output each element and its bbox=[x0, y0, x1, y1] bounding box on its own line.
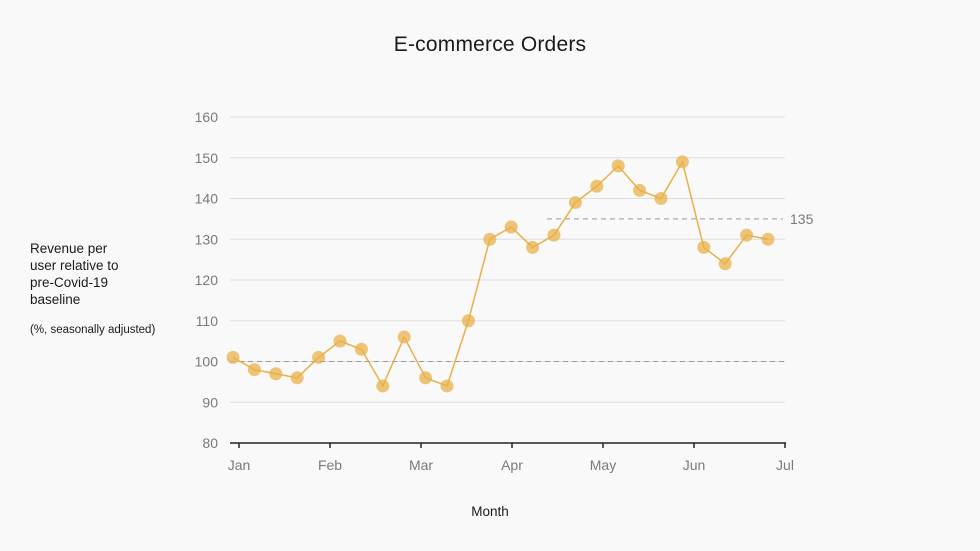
y-tick-label: 80 bbox=[202, 435, 218, 451]
data-point bbox=[376, 379, 390, 393]
data-point bbox=[675, 155, 689, 169]
y-tick-label: 140 bbox=[195, 191, 219, 207]
data-point bbox=[269, 367, 283, 381]
y-tick-label: 110 bbox=[196, 313, 219, 329]
data-point bbox=[440, 379, 454, 393]
data-point bbox=[697, 240, 711, 254]
x-tick-label: May bbox=[590, 457, 616, 473]
x-tick-label: Jul bbox=[776, 457, 794, 473]
data-point bbox=[740, 228, 754, 242]
data-point bbox=[611, 159, 625, 173]
y-tick-label: 120 bbox=[195, 272, 219, 288]
data-point bbox=[590, 179, 604, 193]
data-point bbox=[333, 334, 347, 348]
y-axis-label: Revenue per user relative to pre-Covid-1… bbox=[30, 240, 170, 339]
x-tick-label: Apr bbox=[501, 457, 523, 473]
reference-135-label: 135 bbox=[790, 211, 814, 227]
data-point bbox=[526, 240, 540, 254]
y-tick-label: 160 bbox=[195, 109, 219, 125]
data-point bbox=[419, 371, 433, 385]
y-axis-label-line: user relative to bbox=[30, 258, 119, 273]
x-axis-label: Month bbox=[471, 504, 509, 519]
data-point bbox=[226, 350, 240, 364]
data-point bbox=[504, 220, 518, 234]
data-point bbox=[654, 192, 668, 205]
x-tick-label: Jun bbox=[683, 457, 706, 473]
y-tick-label: 150 bbox=[195, 150, 219, 166]
data-point bbox=[633, 183, 647, 197]
x-tick-label: Jan bbox=[228, 457, 251, 473]
x-axis: Jan Feb Mar Apr May Jun Jul bbox=[228, 442, 794, 473]
y-tick-label: 90 bbox=[202, 394, 218, 410]
x-tick-label: Feb bbox=[318, 457, 342, 473]
data-point bbox=[718, 257, 732, 271]
data-point bbox=[483, 232, 497, 246]
y-axis-ticks: 80 90 100 110 120 130 140 150 160 bbox=[195, 109, 219, 451]
y-tick-label: 130 bbox=[195, 231, 219, 247]
data-point bbox=[290, 371, 304, 385]
data-point bbox=[461, 314, 475, 328]
data-point bbox=[761, 232, 775, 246]
data-point bbox=[397, 330, 411, 344]
data-point bbox=[547, 228, 561, 242]
data-point bbox=[312, 350, 326, 364]
y-tick-label: 100 bbox=[195, 354, 219, 370]
reference-lines: 135 bbox=[230, 211, 814, 362]
x-tick-label: Mar bbox=[409, 457, 433, 473]
data-point bbox=[354, 342, 368, 356]
data-series bbox=[226, 155, 775, 393]
chart-title: E-commerce Orders bbox=[393, 33, 587, 56]
y-axis-label-line: Revenue per bbox=[30, 241, 108, 256]
data-point bbox=[247, 363, 261, 377]
data-point bbox=[568, 196, 582, 210]
series-line bbox=[232, 159, 769, 388]
y-axis-note: (%, seasonally adjusted) bbox=[30, 324, 156, 336]
y-axis-label-line: pre-Covid-19 bbox=[30, 275, 109, 290]
y-axis-label-line: baseline bbox=[30, 292, 81, 307]
